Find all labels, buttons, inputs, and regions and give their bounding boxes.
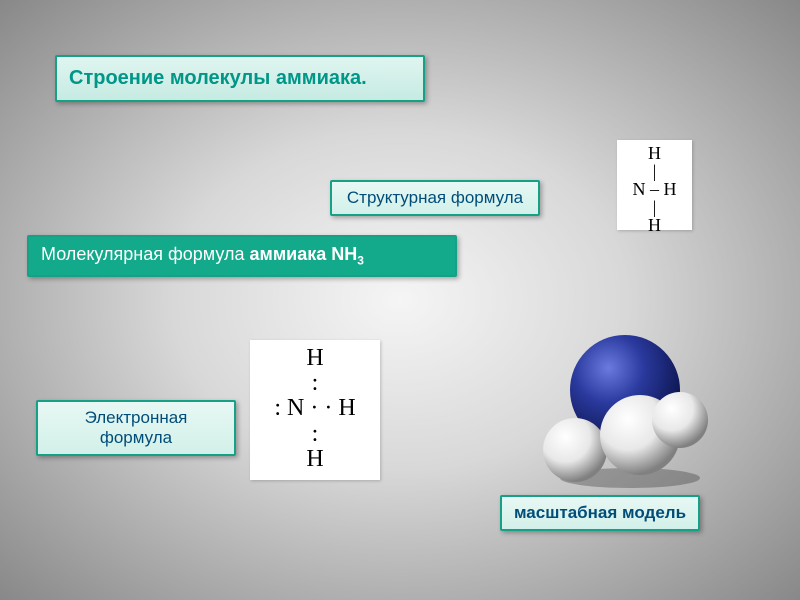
scale-model-diagram — [520, 320, 720, 490]
electronic-formula-label: Электронная формула — [36, 400, 236, 456]
molecular-main: NH — [326, 244, 357, 264]
scale-model-label: масштабная модель — [500, 495, 700, 531]
molecular-formula-box: Молекулярная формула аммиака NH3 — [27, 235, 457, 277]
structural-formula-label: Структурная формула — [330, 180, 540, 216]
electronic-formula-diagram: H:: N · · H:H — [250, 340, 380, 480]
molecular-prefix: Молекулярная формула — [41, 244, 250, 264]
molecular-sub: 3 — [357, 254, 364, 268]
structural-formula-diagram: H|N – H|H — [617, 140, 692, 230]
page-title: Строение молекулы аммиака. — [55, 55, 425, 102]
molecular-bold: аммиака — [250, 244, 327, 264]
